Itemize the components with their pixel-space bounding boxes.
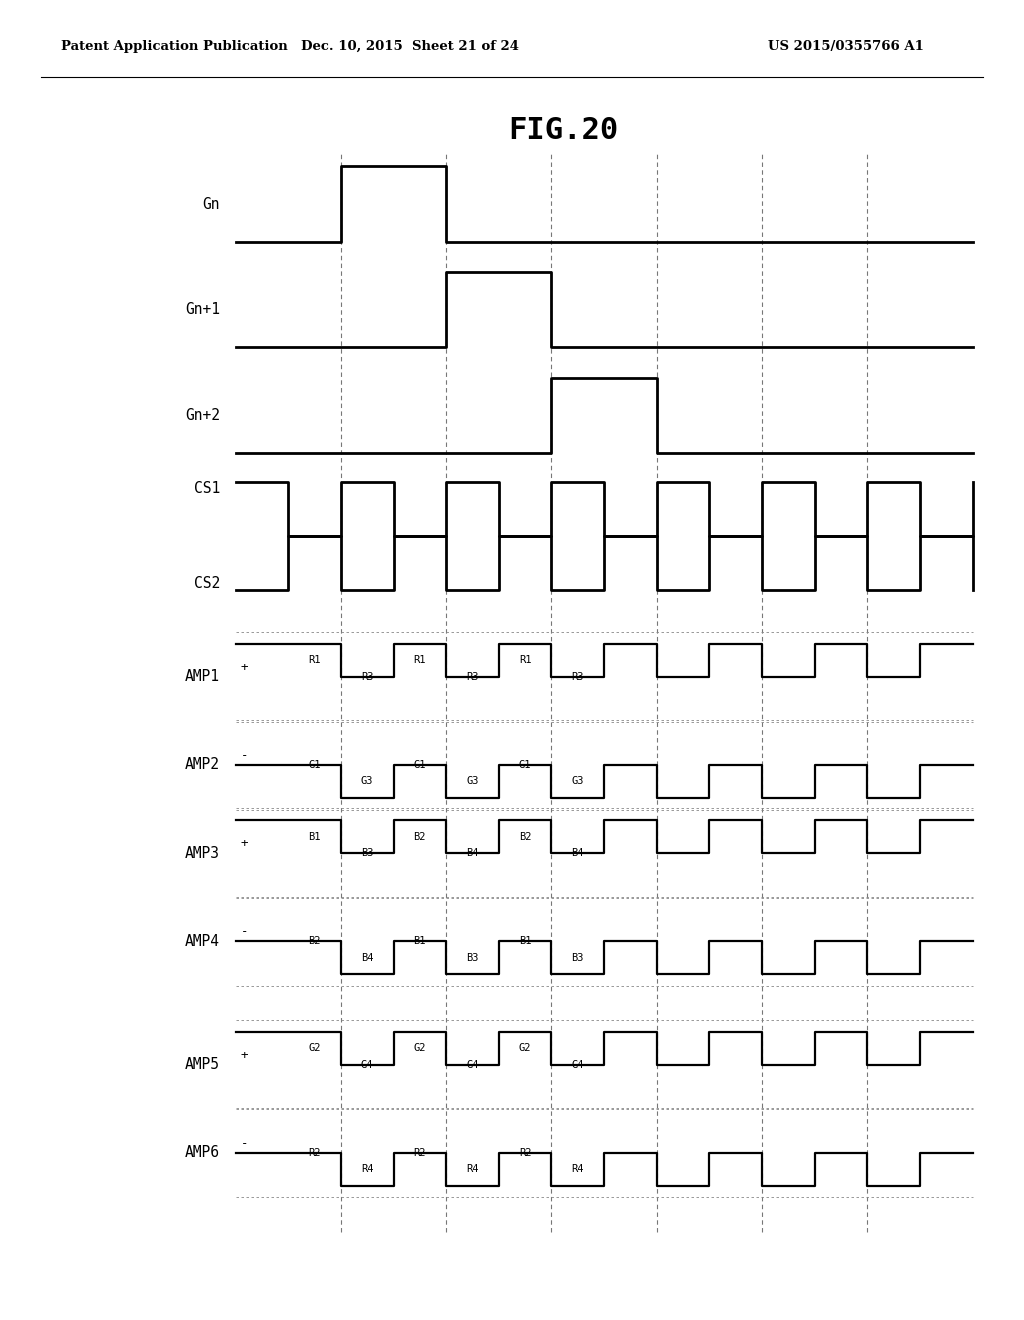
Text: B2: B2 <box>519 832 531 842</box>
Text: B1: B1 <box>308 832 321 842</box>
Text: R4: R4 <box>466 1164 479 1173</box>
Text: CS2: CS2 <box>194 576 220 590</box>
Text: R2: R2 <box>519 1147 531 1158</box>
Text: B2: B2 <box>308 936 321 946</box>
Text: Dec. 10, 2015  Sheet 21 of 24: Dec. 10, 2015 Sheet 21 of 24 <box>301 40 518 53</box>
Text: R3: R3 <box>360 672 374 682</box>
Text: R2: R2 <box>308 1147 321 1158</box>
Text: R2: R2 <box>414 1147 426 1158</box>
Text: Gn+1: Gn+1 <box>185 302 220 317</box>
Text: R1: R1 <box>414 656 426 665</box>
Text: B4: B4 <box>360 953 374 962</box>
Text: B4: B4 <box>466 847 479 858</box>
Text: G2: G2 <box>308 1043 321 1053</box>
Text: CS1: CS1 <box>194 480 220 496</box>
Text: B2: B2 <box>414 832 426 842</box>
Text: +: + <box>241 1048 248 1061</box>
Text: AMP5: AMP5 <box>185 1057 220 1072</box>
Text: B1: B1 <box>519 936 531 946</box>
Text: G2: G2 <box>519 1043 531 1053</box>
Text: Gn: Gn <box>203 197 220 211</box>
Text: AMP2: AMP2 <box>185 758 220 772</box>
Text: US 2015/0355766 A1: US 2015/0355766 A1 <box>768 40 924 53</box>
Text: AMP3: AMP3 <box>185 846 220 861</box>
Text: B1: B1 <box>414 936 426 946</box>
Text: FIG.20: FIG.20 <box>508 116 618 145</box>
Text: +: + <box>241 661 248 675</box>
Text: B3: B3 <box>571 953 584 962</box>
Text: Gn+2: Gn+2 <box>185 408 220 422</box>
Text: G3: G3 <box>571 776 584 787</box>
Text: R4: R4 <box>360 1164 374 1173</box>
Text: R4: R4 <box>571 1164 584 1173</box>
Text: AMP1: AMP1 <box>185 669 220 684</box>
Text: R3: R3 <box>466 672 479 682</box>
Text: G3: G3 <box>360 776 374 787</box>
Text: Patent Application Publication: Patent Application Publication <box>61 40 288 53</box>
Text: G3: G3 <box>466 776 479 787</box>
Text: G4: G4 <box>571 1060 584 1069</box>
Text: R1: R1 <box>308 656 321 665</box>
Text: G1: G1 <box>414 760 426 770</box>
Text: +: + <box>241 837 248 850</box>
Text: AMP4: AMP4 <box>185 933 220 949</box>
Text: R3: R3 <box>571 672 584 682</box>
Text: AMP6: AMP6 <box>185 1146 220 1160</box>
Text: -: - <box>241 1137 248 1150</box>
Text: G1: G1 <box>519 760 531 770</box>
Text: G2: G2 <box>414 1043 426 1053</box>
Text: -: - <box>241 925 248 939</box>
Text: G1: G1 <box>308 760 321 770</box>
Text: G4: G4 <box>360 1060 374 1069</box>
Text: G4: G4 <box>466 1060 479 1069</box>
Text: R1: R1 <box>519 656 531 665</box>
Text: B4: B4 <box>571 847 584 858</box>
Text: -: - <box>241 748 248 762</box>
Text: B3: B3 <box>466 953 479 962</box>
Text: B3: B3 <box>360 847 374 858</box>
